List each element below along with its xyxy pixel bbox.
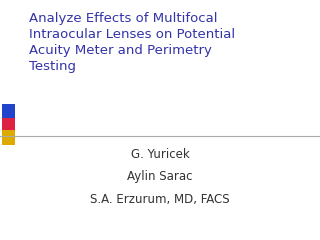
Bar bbox=[2, 104, 15, 122]
Text: G. Yuricek: G. Yuricek bbox=[131, 148, 189, 161]
Text: Analyze Effects of Multifocal
Intraocular Lenses on Potential
Acuity Meter and P: Analyze Effects of Multifocal Intraocula… bbox=[29, 12, 235, 73]
Bar bbox=[2, 118, 15, 133]
Text: S.A. Erzurum, MD, FACS: S.A. Erzurum, MD, FACS bbox=[90, 193, 230, 206]
Bar bbox=[2, 130, 15, 145]
Text: Aylin Sarac: Aylin Sarac bbox=[127, 170, 193, 183]
